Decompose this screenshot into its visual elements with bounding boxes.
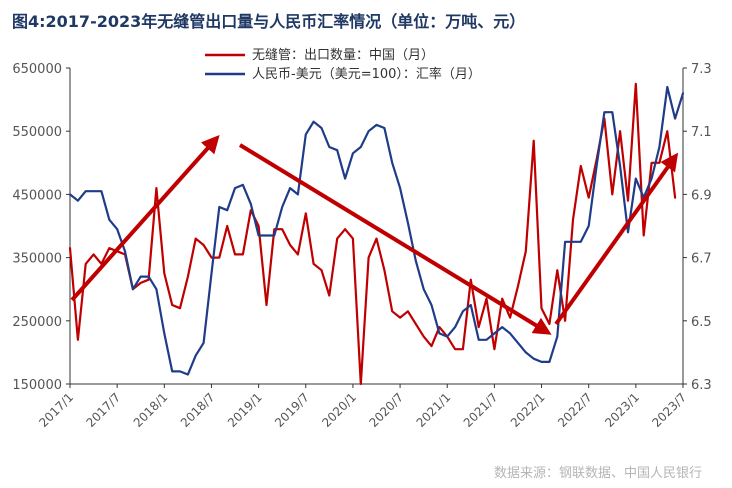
x-tick-label: 2019/1 — [225, 390, 265, 430]
legend-label-rate: 人民币-美元（美元=100）：汇率（月） — [252, 66, 481, 82]
x-tick-label: 2021/1 — [414, 390, 454, 430]
left-tick-label: 650000 — [12, 62, 62, 77]
series-exchange-rate — [68, 85, 685, 376]
right-tick-label: 6.5 — [691, 315, 712, 330]
left-tick-label: 550000 — [12, 125, 62, 140]
exchange-rate-line — [68, 85, 685, 376]
x-tick-label: 2023/7 — [649, 390, 689, 430]
legend-label-export: 无缝管：出口数量：中国（月） — [252, 48, 434, 63]
x-tick-label: 2018/7 — [178, 390, 218, 430]
trend-arrow-up-1 — [70, 134, 220, 302]
export-volume-line — [68, 82, 677, 386]
left-tick-label: 450000 — [12, 188, 62, 203]
chart-legend: 无缝管：出口数量：中国（月） 人民币-美元（美元=100）：汇率（月） — [205, 48, 481, 82]
left-tick-label: 350000 — [12, 252, 62, 267]
right-tick-label: 6.3 — [691, 378, 712, 393]
right-tick-label: 7.3 — [691, 62, 712, 77]
x-tick-label: 2018/1 — [131, 390, 171, 430]
x-tick-label: 2019/7 — [272, 390, 312, 430]
trend-arrow-down — [238, 143, 552, 335]
series-export-volume — [68, 82, 677, 386]
x-tick-label: 2021/7 — [461, 390, 501, 430]
x-tick-label: 2023/1 — [602, 390, 642, 430]
x-tick-label: 2020/1 — [319, 390, 359, 430]
data-source-note: 数据来源：钢联数据、中国人民银行 — [493, 466, 702, 481]
x-tick-label: 2017/7 — [84, 390, 124, 430]
x-tick-label: 2020/7 — [366, 390, 406, 430]
trend-arrows — [70, 134, 679, 335]
x-tick-label: 2017/1 — [36, 390, 76, 430]
right-tick-label: 7.1 — [691, 125, 712, 140]
right-tick-label: 6.9 — [691, 188, 712, 203]
left-tick-label: 150000 — [12, 378, 62, 393]
right-tick-label: 6.7 — [691, 252, 712, 267]
x-tick-label: 2022/1 — [508, 390, 548, 430]
chart-title: 图4:2017-2023年无缝管出口量与人民币汇率情况（单位：万吨、元） — [12, 12, 526, 31]
x-tick-label: 2022/7 — [555, 390, 595, 430]
left-tick-label: 250000 — [12, 315, 62, 330]
trend-arrow-up-2 — [554, 152, 679, 326]
